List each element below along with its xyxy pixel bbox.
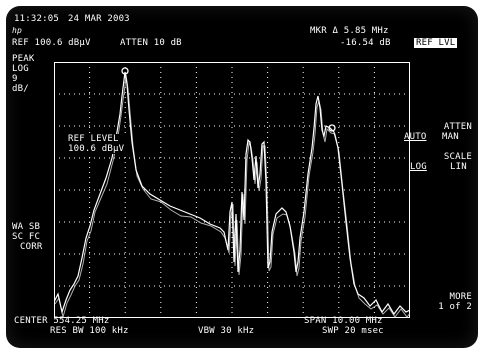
detector-peak: PEAK (12, 54, 35, 64)
softkey-atten-title[interactable]: ATTEN (443, 122, 472, 132)
date-readout: 24 MAR 2003 (68, 14, 130, 24)
atten-readout: ATTEN 10 dB (120, 38, 182, 48)
softkey-atten-auto[interactable]: AUTO (404, 132, 426, 142)
ref-level-value: 100.6 dBµV (68, 144, 125, 154)
wa-sb-indicator: WA SB (12, 222, 41, 232)
time-readout: 11:32:05 (14, 14, 59, 24)
scale-log: LOG (12, 64, 29, 74)
scale-value: 9 (12, 74, 18, 84)
atten-auto-option: AUTO (404, 132, 427, 142)
sc-fc-indicator: SC FC (12, 232, 41, 242)
spectrum-trace-secondary (54, 74, 410, 318)
softkey-ref-lvl[interactable]: REF LVL (414, 38, 458, 48)
softkey-more[interactable]: MORE (449, 292, 472, 302)
softkey-scale-lin[interactable]: LIN (450, 162, 467, 172)
res-bw-readout: RES BW 100 kHz (50, 326, 129, 336)
softkey-atten-man[interactable]: MAN (442, 132, 459, 142)
scale-log-option: LOG (410, 162, 427, 172)
center-frequency: CENTER 554.25 MHz (14, 316, 110, 326)
spectrum-trace (54, 71, 410, 316)
ref-level-annotation: REF LEVEL 100.6 dBµV (66, 134, 127, 154)
ref-level-readout: REF 100.6 dBµV (12, 38, 91, 48)
marker-amplitude: -16.54 dB (340, 38, 391, 48)
softkey-more-page[interactable]: 1 of 2 (438, 302, 472, 312)
corr-indicator: CORR (20, 242, 43, 252)
crt-display: 11:32:05 24 MAR 2003 hp REF 100.6 dBµV A… (6, 6, 478, 348)
sweep-readout: SWP 20 msec (322, 326, 384, 336)
reference-marker (121, 67, 129, 75)
marker-frequency: MKR Δ 5.85 MHz (310, 26, 389, 36)
vbw-readout: VBW 30 kHz (198, 326, 255, 336)
softkey-scale-log[interactable]: LOG (410, 162, 427, 172)
spectrum-plot: REF LEVEL 100.6 dBµV (54, 62, 410, 318)
delta-marker (328, 124, 336, 132)
scale-unit: dB/ (12, 84, 29, 94)
spectrum-graticule (54, 62, 410, 318)
softkey-scale-title[interactable]: SCALE (443, 152, 472, 162)
hp-logo: hp (12, 26, 23, 35)
span-readout: SPAN 10.00 MHz (304, 316, 383, 326)
ref-level-label: REF LEVEL (68, 134, 119, 144)
